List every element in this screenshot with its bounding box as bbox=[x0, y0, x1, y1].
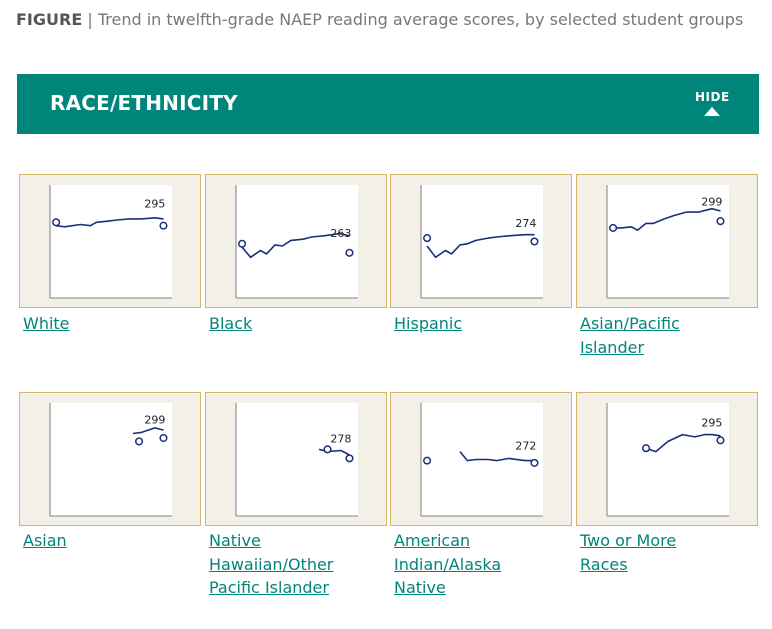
score-label: 299 bbox=[144, 413, 165, 426]
data-point-marker bbox=[641, 444, 651, 453]
data-point-marker bbox=[323, 445, 332, 454]
score-label: 295 bbox=[701, 417, 722, 430]
hide-label: HIDE bbox=[695, 90, 730, 104]
plot-area bbox=[236, 403, 358, 516]
data-point-marker bbox=[345, 454, 354, 463]
trend-line bbox=[55, 216, 164, 228]
chart-panel-asian[interactable]: 299 bbox=[19, 392, 201, 526]
section-heading: RACE/ETHNICITY bbox=[50, 91, 238, 115]
group-link-asian-pacific-islander[interactable]: Asian/Pacific Islander bbox=[580, 314, 680, 357]
group-link-hispanic[interactable]: Hispanic bbox=[394, 314, 463, 333]
plot-area bbox=[50, 403, 172, 516]
group-link-black[interactable]: Black bbox=[209, 314, 253, 333]
data-point-marker bbox=[238, 239, 247, 248]
plot-area bbox=[421, 185, 543, 298]
group-link-white[interactable]: White bbox=[23, 314, 70, 333]
data-point-marker bbox=[159, 433, 168, 443]
data-point-marker bbox=[530, 237, 539, 246]
trend-line bbox=[241, 232, 350, 259]
trend-line bbox=[318, 448, 350, 456]
figure-title-text: Trend in twelfth-grade NAEP reading aver… bbox=[97, 10, 744, 29]
chart-white: 295 bbox=[49, 185, 172, 299]
chart-asian: 299 bbox=[49, 403, 172, 517]
group-link-native-hawaiian[interactable]: Native Hawaiian/Other Pacific Islander bbox=[209, 531, 334, 597]
chart-panel-native-hawaiian[interactable]: 278 bbox=[205, 392, 387, 526]
group-link-american-indian[interactable]: American Indian/Alaska Native bbox=[394, 531, 502, 597]
figure-label: FIGURE bbox=[16, 10, 83, 29]
plot-area bbox=[50, 185, 172, 298]
data-point-marker bbox=[609, 223, 618, 232]
score-label: 272 bbox=[515, 439, 536, 452]
chart-panel-asian-pacific-islander[interactable]: 299 bbox=[576, 174, 758, 308]
chart-native-hawaiian: 278 bbox=[235, 403, 358, 517]
chart-panel-two-or-more[interactable]: 295 bbox=[576, 392, 758, 526]
trend-line bbox=[645, 433, 721, 453]
chart-panel-black[interactable]: 263 bbox=[205, 174, 387, 308]
data-point-marker bbox=[423, 456, 432, 465]
hide-button[interactable]: HIDE bbox=[695, 90, 729, 116]
chart-panel-american-indian[interactable]: 272 bbox=[390, 392, 572, 526]
chart-asian-pacific-islander: 299 bbox=[606, 185, 729, 299]
caret-up-icon bbox=[704, 107, 720, 116]
figure-separator: | bbox=[87, 10, 93, 29]
data-point-marker bbox=[345, 248, 354, 257]
data-point-marker bbox=[135, 437, 144, 446]
section-banner: RACE/ETHNICITY HIDE bbox=[17, 74, 759, 134]
trend-line bbox=[132, 427, 164, 435]
score-label: 299 bbox=[701, 195, 722, 208]
data-point-marker bbox=[423, 234, 432, 243]
score-label: 295 bbox=[144, 198, 165, 211]
plot-area bbox=[236, 185, 358, 298]
chart-american-indian: 272 bbox=[420, 403, 543, 517]
plot-area bbox=[607, 185, 729, 298]
group-link-asian[interactable]: Asian bbox=[23, 531, 67, 550]
plot-area bbox=[607, 403, 729, 516]
data-point-marker bbox=[716, 217, 725, 226]
chart-panel-hispanic[interactable]: 274 bbox=[390, 174, 572, 308]
score-label: 274 bbox=[515, 217, 536, 230]
score-label: 263 bbox=[330, 227, 351, 240]
data-point-marker bbox=[52, 218, 61, 227]
score-label: 278 bbox=[330, 433, 351, 446]
chart-two-or-more: 295 bbox=[606, 403, 729, 517]
trend-line bbox=[426, 233, 535, 259]
trend-line bbox=[613, 207, 721, 232]
chart-panel-white[interactable]: 295 bbox=[19, 174, 201, 308]
trend-line bbox=[459, 451, 535, 462]
figure-title: FIGURE | Trend in twelfth-grade NAEP rea… bbox=[16, 10, 743, 29]
data-point-marker bbox=[530, 458, 539, 467]
chart-black: 263 bbox=[235, 185, 358, 299]
chart-hispanic: 274 bbox=[420, 185, 543, 299]
data-point-marker bbox=[159, 221, 168, 230]
data-point-marker bbox=[716, 436, 725, 445]
group-link-two-or-more[interactable]: Two or More Races bbox=[580, 531, 677, 574]
